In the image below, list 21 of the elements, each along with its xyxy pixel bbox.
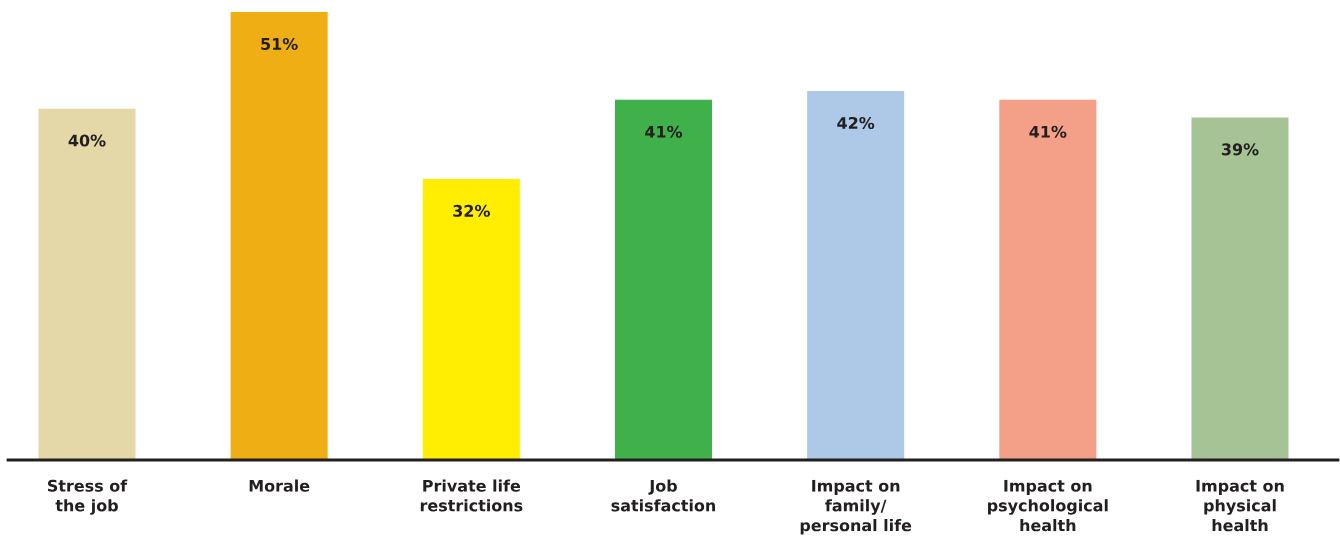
x-tick-label: Private life restrictions (420, 479, 523, 512)
x-tick-label: Job satisfaction (611, 479, 716, 512)
data-label: 41% (1029, 125, 1067, 138)
bar (614, 99, 713, 460)
x-tick-label: Impact on physical health (1196, 479, 1284, 532)
data-label: 39% (1221, 143, 1259, 156)
bar (1191, 117, 1289, 460)
x-tick-label: Impact on family/ personal life (800, 479, 912, 535)
x-tick-label: Morale (249, 479, 310, 492)
data-label: 51% (261, 37, 298, 50)
bar (422, 178, 520, 460)
data-label: 42% (837, 116, 875, 130)
bar (230, 12, 328, 460)
data-label: 41% (645, 125, 683, 138)
bar (38, 108, 136, 460)
bar (807, 91, 905, 460)
x-tick-label: Stress of the job (47, 479, 128, 515)
data-label: 32% (453, 204, 490, 217)
x-tick-label: Impact on psychological health (988, 479, 1108, 532)
bar (999, 99, 1097, 460)
data-label: 40% (68, 134, 106, 147)
